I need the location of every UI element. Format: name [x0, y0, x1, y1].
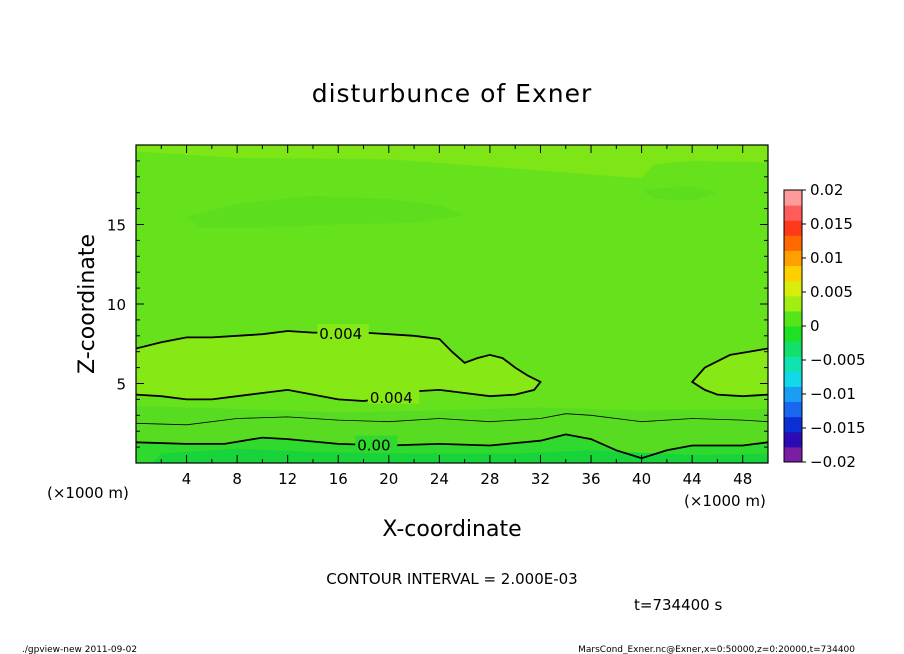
x-axis: 4 8 12 16 20 24 28 32 36 40 44 48 [135, 145, 769, 488]
contour-label-bg-2 [355, 435, 398, 452]
colorbar-segment [784, 250, 802, 267]
y-tick-label: 15 [107, 217, 126, 235]
colorbar-tick-label: 0.01 [810, 249, 843, 267]
y-axis: 5 10 15 [107, 144, 768, 464]
contour-lines: 0.004 0.004 0.00 [136, 324, 768, 460]
colorbar-segment [784, 295, 802, 312]
field-bottom-deep [151, 448, 768, 463]
colorbar-segment [784, 431, 802, 448]
colorbar-tick-label: 0 [810, 317, 820, 335]
x-tick-label: 20 [379, 470, 398, 488]
field-top-high [136, 145, 768, 179]
field-positive-blob [136, 331, 541, 401]
x-tick-label: 28 [480, 470, 499, 488]
x-unit-label-left: (×1000 m) [47, 484, 129, 502]
heatmap-field [136, 145, 768, 463]
contour-line-0 [136, 330, 542, 402]
x-tick-label: 8 [232, 470, 242, 488]
colorbar-segment [784, 190, 802, 206]
x-axis-title: X-coordinate [382, 517, 521, 542]
colorbar-tick-label: 0.005 [810, 283, 853, 301]
colorbar-segment [784, 416, 802, 433]
colorbar-segment [784, 205, 802, 221]
colorbar-tick-label: 0.015 [810, 215, 853, 233]
colorbar-tick-label: −0.01 [810, 385, 856, 403]
y-axis-title: Z-coordinate [75, 234, 100, 374]
colorbar-segment [784, 235, 802, 251]
field-upper-low [186, 195, 465, 228]
y-tick-label: 5 [116, 376, 126, 394]
contour-interval-text: CONTOUR INTERVAL = 2.000E-03 [326, 570, 577, 588]
x-tick-label: 44 [683, 470, 702, 488]
colorbar-segment [784, 356, 802, 372]
x-tick-label: 4 [182, 470, 192, 488]
colorbar: 0.02 0.015 0.01 0.005 0 −0.005 −0.01 −0.015 −0.0… [783, 181, 866, 471]
x-tick-label: 12 [278, 470, 297, 488]
colorbar-segment [784, 371, 802, 387]
contour-label-bg-1 [367, 387, 420, 404]
colorbar-segment [784, 386, 802, 403]
colorbar-segment [784, 280, 802, 297]
colorbar-segment [784, 326, 802, 342]
x-tick-label: 48 [733, 470, 752, 488]
field-positive-blob-right [692, 348, 768, 397]
colorbar-segment [784, 401, 802, 418]
colorbar-segment [784, 220, 802, 236]
field-upper-right-low [641, 186, 718, 201]
colorbar-tick-label: −0.015 [810, 419, 866, 437]
colorbar-segment [784, 265, 802, 282]
footer-left: ./gpview-new 2011-09-02 [22, 645, 137, 654]
x-tick-label: 32 [531, 470, 550, 488]
colorbar-segment [784, 446, 802, 463]
y-tick-label: 10 [107, 296, 126, 314]
colorbar-tick-label: −0.005 [810, 351, 866, 369]
x-tick-label: 40 [632, 470, 651, 488]
x-tick-label: 36 [581, 470, 600, 488]
footer-right: MarsCond_Exner.nc@Exner,x=0:50000,z=0:20… [578, 645, 855, 654]
contour-line-1 [690, 347, 768, 398]
contour-label-bg-0 [317, 324, 369, 341]
contour-label: 0.004 [370, 389, 413, 407]
x-tick-label: 24 [430, 470, 449, 488]
x-unit-label-right: (×1000 m) [684, 492, 766, 510]
contour-line-2 [136, 413, 768, 426]
colorbar-segment [784, 310, 802, 327]
contour-label: 0.004 [319, 325, 362, 343]
time-label: t=734400 s [634, 596, 722, 614]
colorbar-segment [784, 341, 802, 357]
x-tick-label: 16 [329, 470, 348, 488]
contour-line-3 [136, 433, 768, 460]
colorbar-tick-label: 0.02 [810, 181, 843, 199]
contour-label: 0.00 [357, 437, 390, 455]
colorbar-tick-label: −0.02 [810, 453, 856, 471]
chart-title: disturbunce of Exner [312, 79, 593, 108]
